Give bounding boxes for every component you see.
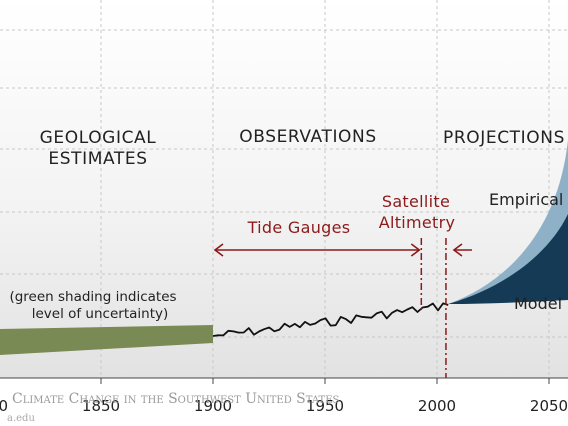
era-geological-line1: GEOLOGICAL	[40, 128, 157, 148]
era-projections: PROJECTIONS	[443, 128, 565, 148]
satellite-arrow-head	[452, 243, 463, 257]
x-tick-label-1900: 1900	[194, 397, 232, 415]
x-tick-label-2050: 2050	[530, 397, 568, 415]
tide-gauges-label: Tide Gauges	[247, 218, 351, 237]
empirical-label: Empirical	[489, 190, 563, 209]
observed-series	[212, 302, 449, 337]
annotation-markers	[213, 238, 472, 378]
watermark-url: a.edu	[7, 413, 35, 424]
x-tick-label-1850: 1850	[82, 397, 120, 415]
green-note-line1: (green shading indicates	[9, 289, 176, 305]
observed-line	[212, 302, 449, 337]
satellite-label-line2: Altimetry	[379, 213, 456, 232]
grid-lines	[0, 0, 568, 378]
tide-gauges-arrow-left	[213, 243, 224, 257]
model-label: Model	[514, 294, 562, 313]
projection-areas	[0, 140, 568, 355]
plot-background	[0, 0, 568, 378]
x-tick-label-1800: 1800	[0, 397, 8, 415]
satellite-label-line1: Satellite	[382, 192, 450, 211]
geological-band	[0, 325, 213, 355]
x-axis-ticks: 1800 1850 1900 1950 2000 2050	[0, 378, 568, 415]
model-band	[448, 214, 568, 304]
watermark-text: Climate Change in the Southwest United S…	[12, 391, 340, 407]
x-tick-label-2000: 2000	[418, 397, 456, 415]
green-note-line2: level of uncertainty)	[32, 306, 169, 322]
era-geological-line2: ESTIMATES	[48, 149, 147, 169]
era-observations: OBSERVATIONS	[239, 127, 377, 147]
tide-gauges-arrow-right	[410, 243, 421, 257]
x-tick-label-1950: 1950	[306, 397, 344, 415]
